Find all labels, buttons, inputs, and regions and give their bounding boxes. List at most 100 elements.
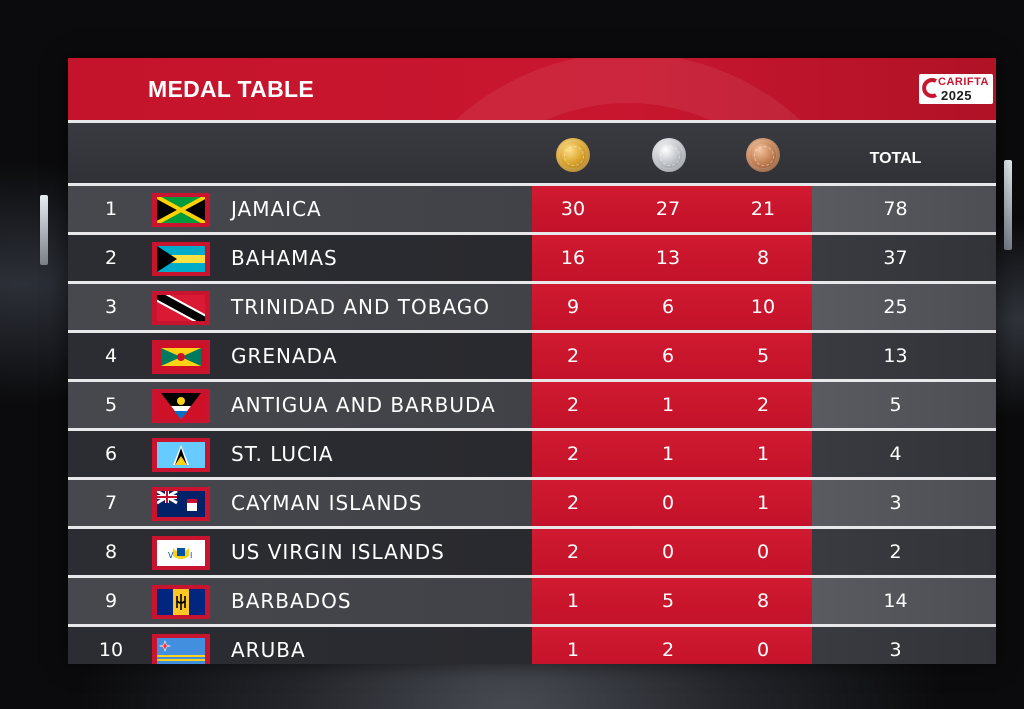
total-cell-background [812, 382, 996, 428]
flag-frame [152, 193, 210, 227]
gold-count: 2 [566, 345, 580, 367]
silver-count: 5 [661, 590, 675, 612]
flag-frame [152, 289, 210, 327]
medal-cell-background [532, 333, 812, 379]
gold-count: 9 [566, 296, 580, 318]
gold-count: 2 [566, 443, 580, 465]
rank-cell: 9 [104, 590, 118, 612]
country-name: BARBADOS [231, 589, 352, 613]
row-divider [68, 477, 996, 480]
trinidad-and-tobago-flag-icon [154, 289, 208, 327]
bronze-medal-icon [746, 138, 780, 172]
stadium-light [40, 195, 48, 265]
page-title: MEDAL TABLE [148, 76, 314, 102]
medal-cell-background [532, 627, 812, 664]
rank-cell: 2 [104, 247, 118, 269]
country-name: CAYMAN ISLANDS [231, 491, 423, 515]
cayman-islands-flag-icon [156, 489, 205, 517]
st-lucia-flag-icon [157, 442, 205, 468]
flag-frame [152, 585, 210, 619]
svg-text:V: V [168, 551, 174, 560]
flag-frame [152, 634, 210, 664]
medal-cell-background [532, 529, 812, 575]
gold-count: 2 [566, 394, 580, 416]
rank-cell: 6 [104, 443, 118, 465]
aruba-flag-icon [157, 638, 205, 664]
medal-cell-background [532, 186, 812, 232]
silver-count: 0 [661, 492, 675, 514]
header-bar: MEDAL TABLE CARIFTA 2025 [68, 58, 996, 120]
rank-cell: 7 [104, 492, 118, 514]
silver-count: 2 [661, 639, 675, 661]
total-count: 4 [889, 443, 902, 465]
total-cell-background [812, 627, 996, 664]
carifta-logo: CARIFTA 2025 [919, 74, 993, 104]
column-header-row [68, 123, 996, 183]
flag-frame [152, 487, 210, 521]
total-cell-background [812, 284, 996, 330]
row-divider [68, 330, 996, 333]
table-row: 3 TRINIDAD AND TOBAGO 9 6 10 25 [68, 284, 996, 333]
silver-count: 13 [655, 247, 681, 269]
rank-cell: 4 [104, 345, 118, 367]
country-name: ANTIGUA AND BARBUDA [231, 393, 496, 417]
bronze-count: 8 [756, 590, 770, 612]
medal-cell-background [532, 578, 812, 624]
antigua-and-barbuda-flag-icon [157, 393, 205, 419]
table-row: 6 ST. LUCIA 2 1 1 4 [68, 431, 996, 480]
divider [68, 183, 996, 186]
medal-cell-background [532, 431, 812, 477]
total-cell-background [812, 480, 996, 526]
row-divider [68, 526, 996, 529]
total-cell-background [812, 431, 996, 477]
total-count: 14 [883, 590, 908, 612]
bronze-count: 5 [756, 345, 770, 367]
medal-cell-background [532, 382, 812, 428]
rank-cell: 10 [98, 639, 124, 661]
bronze-count: 1 [756, 492, 770, 514]
carifta-logo-mark [922, 78, 937, 98]
flag-frame [152, 242, 210, 276]
total-count: 3 [889, 492, 902, 514]
table-row: 4 GRENADA 2 6 5 13 [68, 333, 996, 382]
silver-count: 1 [661, 394, 675, 416]
row-divider [68, 575, 996, 578]
total-cell-background [812, 529, 996, 575]
flag-frame [152, 389, 210, 423]
total-cell-background [812, 186, 996, 232]
table-row: 1 JAMAICA 30 27 21 78 [68, 186, 996, 235]
country-name: BAHAMAS [231, 246, 338, 270]
header-swoosh [455, 58, 801, 120]
bronze-count: 1 [756, 443, 770, 465]
gold-medal-icon [556, 138, 590, 172]
country-name: ST. LUCIA [231, 442, 334, 466]
bronze-count: 21 [750, 198, 776, 220]
bronze-count: 2 [756, 394, 770, 416]
total-cell-background [812, 235, 996, 281]
medal-table-board: MEDAL TABLE CARIFTA 2025 TOTAL 1 JAMAICA 3… [68, 58, 996, 664]
total-count: 2 [889, 541, 902, 563]
country-name: ARUBA [231, 638, 306, 662]
bahamas-flag-icon [157, 246, 205, 272]
total-count: 5 [889, 394, 902, 416]
medal-cell-background [532, 235, 812, 281]
silver-medal-icon [652, 138, 686, 172]
silver-count: 0 [661, 541, 675, 563]
grenada-flag-icon [157, 344, 205, 370]
gold-count: 30 [560, 198, 586, 220]
rank-cell: 3 [104, 296, 118, 318]
country-name: JAMAICA [231, 197, 322, 221]
gold-count: 1 [566, 639, 580, 661]
flag-frame [152, 340, 210, 374]
jamaica-flag-icon [156, 195, 206, 225]
rank-cell: 5 [104, 394, 118, 416]
country-name: US VIRGIN ISLANDS [231, 540, 445, 564]
silver-count: 6 [661, 296, 675, 318]
row-divider [68, 281, 996, 284]
stadium-light [1004, 160, 1012, 250]
silver-count: 27 [655, 198, 681, 220]
logo-year: 2025 [941, 88, 972, 103]
barbados-flag-icon [157, 589, 205, 615]
table-row: 7 CAYMAN ISLANDS 2 0 1 3 [68, 480, 996, 529]
